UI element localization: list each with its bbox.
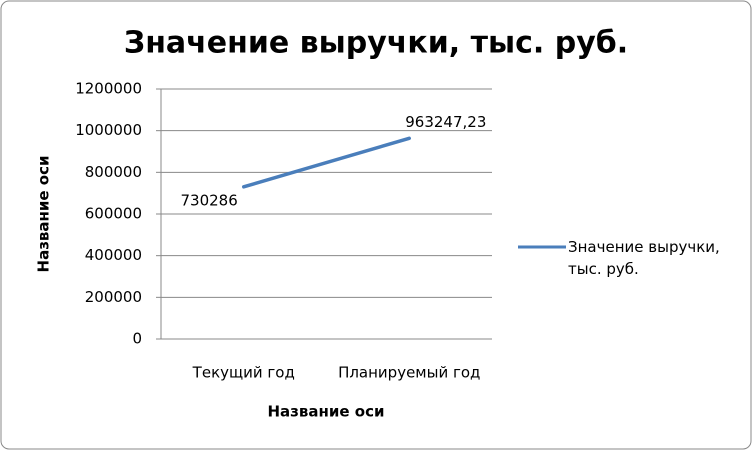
y-tick-label: 800000 xyxy=(85,163,142,181)
y-tick-label: 200000 xyxy=(85,288,142,306)
data-label: 963247,23 xyxy=(405,113,486,131)
y-tick-label: 600000 xyxy=(85,205,142,223)
y-tick-label: 1000000 xyxy=(75,121,142,139)
x-tick-label: Планируемый год xyxy=(338,364,480,382)
y-axis-title: Название оси xyxy=(35,156,53,273)
series-line xyxy=(242,136,411,189)
x-tick-label: Текущий год xyxy=(192,364,295,382)
chart-title: Значение выручки, тыс. руб. xyxy=(124,26,628,61)
y-tick-label: 0 xyxy=(132,330,142,348)
y-tick-label: 400000 xyxy=(85,246,142,264)
x-axis-title: Название оси xyxy=(268,403,385,421)
data-label: 730286 xyxy=(180,191,237,209)
legend-label: Значение выручки, тыс. руб. xyxy=(568,238,720,278)
y-tick-label: 1200000 xyxy=(75,80,142,98)
